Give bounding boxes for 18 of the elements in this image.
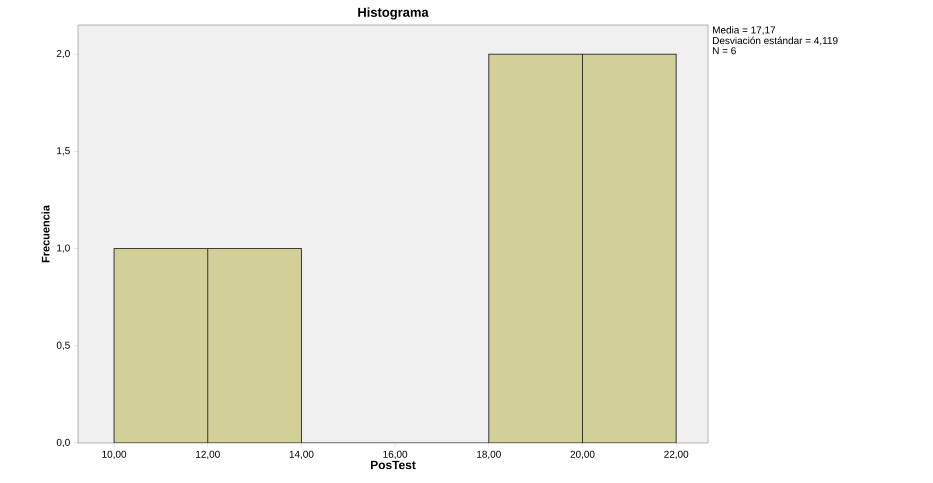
y-tick-label: 1,5 bbox=[57, 147, 70, 156]
x-tick-label: 14,00 bbox=[290, 450, 314, 460]
y-tick-label: 0,0 bbox=[56, 438, 70, 448]
y-tick-label: 0,5 bbox=[56, 342, 70, 350]
text: Media = 17,17 bbox=[713, 26, 776, 35]
y-tick-label: 1,0 bbox=[57, 244, 70, 253]
x-tick-label: 22,00 bbox=[664, 450, 688, 460]
x-tick-label: 12,00 bbox=[196, 450, 220, 460]
x-tick-label: 20,00 bbox=[570, 450, 595, 460]
x-tick-label: 18,00 bbox=[477, 450, 501, 460]
chart-title: Histograma bbox=[358, 7, 429, 20]
x-axis-title: PosTest bbox=[370, 460, 416, 470]
x-tick-label: 16,00 bbox=[383, 450, 408, 460]
text: Desviación estándar = 4,119 bbox=[713, 36, 838, 46]
text: N = 6 bbox=[713, 47, 736, 54]
y-tick-label: 2,0 bbox=[56, 50, 70, 58]
x-tick-label: 10,00 bbox=[102, 450, 126, 460]
y-axis-title: Frecuencia bbox=[41, 205, 50, 262]
